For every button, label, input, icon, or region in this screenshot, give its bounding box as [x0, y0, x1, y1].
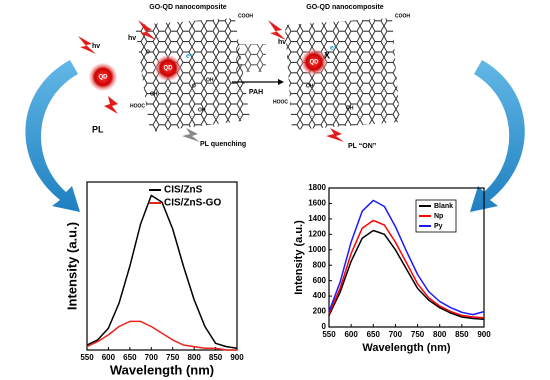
label: X	[324, 50, 330, 60]
label: hv	[128, 35, 136, 42]
legend-label: Np	[434, 213, 443, 220]
x-tick-label: 800	[187, 353, 201, 362]
graphene-sheet	[285, 18, 400, 130]
x-tick-label: 700	[145, 353, 159, 362]
label: PL “ON”	[348, 143, 376, 150]
quench-bolt	[182, 128, 200, 142]
x-tick-label: 900	[230, 353, 244, 362]
x-tick-label: 550	[322, 330, 336, 339]
y-axis-label: Intensity (a.u.)	[293, 220, 305, 295]
series-line	[86, 320, 237, 351]
x-tick-label: 600	[102, 353, 116, 362]
label: PAH	[249, 89, 263, 96]
y-tick-label: 1200	[308, 229, 326, 238]
label: GO-QD nanocomposite	[306, 4, 384, 11]
x-tick-label: 600	[344, 330, 358, 339]
legend-label: CIS/ZnS	[164, 185, 203, 196]
x-axis-label: Wavelength (nm)	[110, 362, 214, 377]
label: e⁻	[330, 45, 338, 52]
diagram-labels: GO-QD nanocomposite GO-QD nanocomposite …	[92, 4, 410, 150]
series-line	[328, 229, 485, 321]
x-tick-label: 850	[455, 330, 469, 339]
x-tick-label: 700	[389, 330, 403, 339]
label: PL quenching	[200, 141, 246, 148]
y-tick-label: 800	[313, 260, 327, 269]
x-tick-label: 650	[367, 330, 381, 339]
reaction-arrow-head	[278, 79, 284, 85]
legend-label: Blank	[434, 203, 453, 210]
x-tick-label: 550	[80, 353, 94, 362]
label: GO-QD nanocomposite	[149, 4, 227, 11]
pah-molecule	[236, 44, 266, 72]
plot-frame	[328, 187, 485, 328]
label: OH	[198, 107, 206, 113]
x-tick-label: 750	[166, 353, 180, 362]
label: HOOC	[130, 103, 145, 109]
y-tick-label: 1000	[308, 245, 326, 254]
label: PL	[92, 124, 104, 134]
series-line	[86, 194, 238, 350]
label: QD	[164, 66, 174, 72]
quantum-dot	[301, 49, 327, 75]
x-tick-label: 850	[209, 353, 223, 362]
label: COOH	[395, 13, 410, 19]
label: hv	[278, 39, 286, 46]
label: QD	[310, 60, 320, 66]
y-axis-label: Intensity (a.u.)	[64, 222, 79, 310]
y-tick-label: 1600	[308, 199, 326, 208]
label: QD	[99, 75, 109, 81]
series-line	[328, 199, 485, 316]
label: OH	[206, 77, 214, 83]
label: COOH	[238, 13, 253, 19]
y-tick-label: 200	[313, 307, 327, 316]
series-line	[328, 219, 485, 319]
y-tick-label: 1400	[308, 214, 326, 223]
light-bolts	[78, 20, 344, 142]
graphene-sheet	[135, 18, 250, 132]
quantum-dot	[155, 55, 181, 81]
legend-label: CIS/ZnS-GO	[164, 198, 221, 209]
quantum-dot	[89, 63, 117, 91]
label: OH	[306, 83, 314, 89]
x-axis-label: Wavelength (nm)	[362, 342, 451, 354]
label: OH	[346, 105, 354, 111]
y-tick-label: 600	[313, 276, 327, 285]
label: e⁻	[186, 53, 194, 60]
x-tick-label: 900	[477, 330, 491, 339]
y-tick-label: 0	[322, 322, 327, 331]
legend-label: Py	[434, 223, 443, 230]
label: O	[146, 49, 150, 55]
y-tick-label: 400	[313, 291, 327, 300]
x-tick-label: 800	[433, 330, 447, 339]
curved-arrow	[470, 60, 525, 212]
label: OH	[150, 91, 158, 97]
x-tick-label: 750	[411, 330, 425, 339]
label: HOOC	[273, 99, 288, 105]
curved-arrow	[25, 60, 80, 212]
y-tick-label: 1800	[308, 183, 326, 192]
label: hv	[92, 43, 100, 50]
plot-frame	[86, 181, 238, 351]
x-tick-label: 650	[123, 353, 137, 362]
label: O	[192, 83, 196, 89]
